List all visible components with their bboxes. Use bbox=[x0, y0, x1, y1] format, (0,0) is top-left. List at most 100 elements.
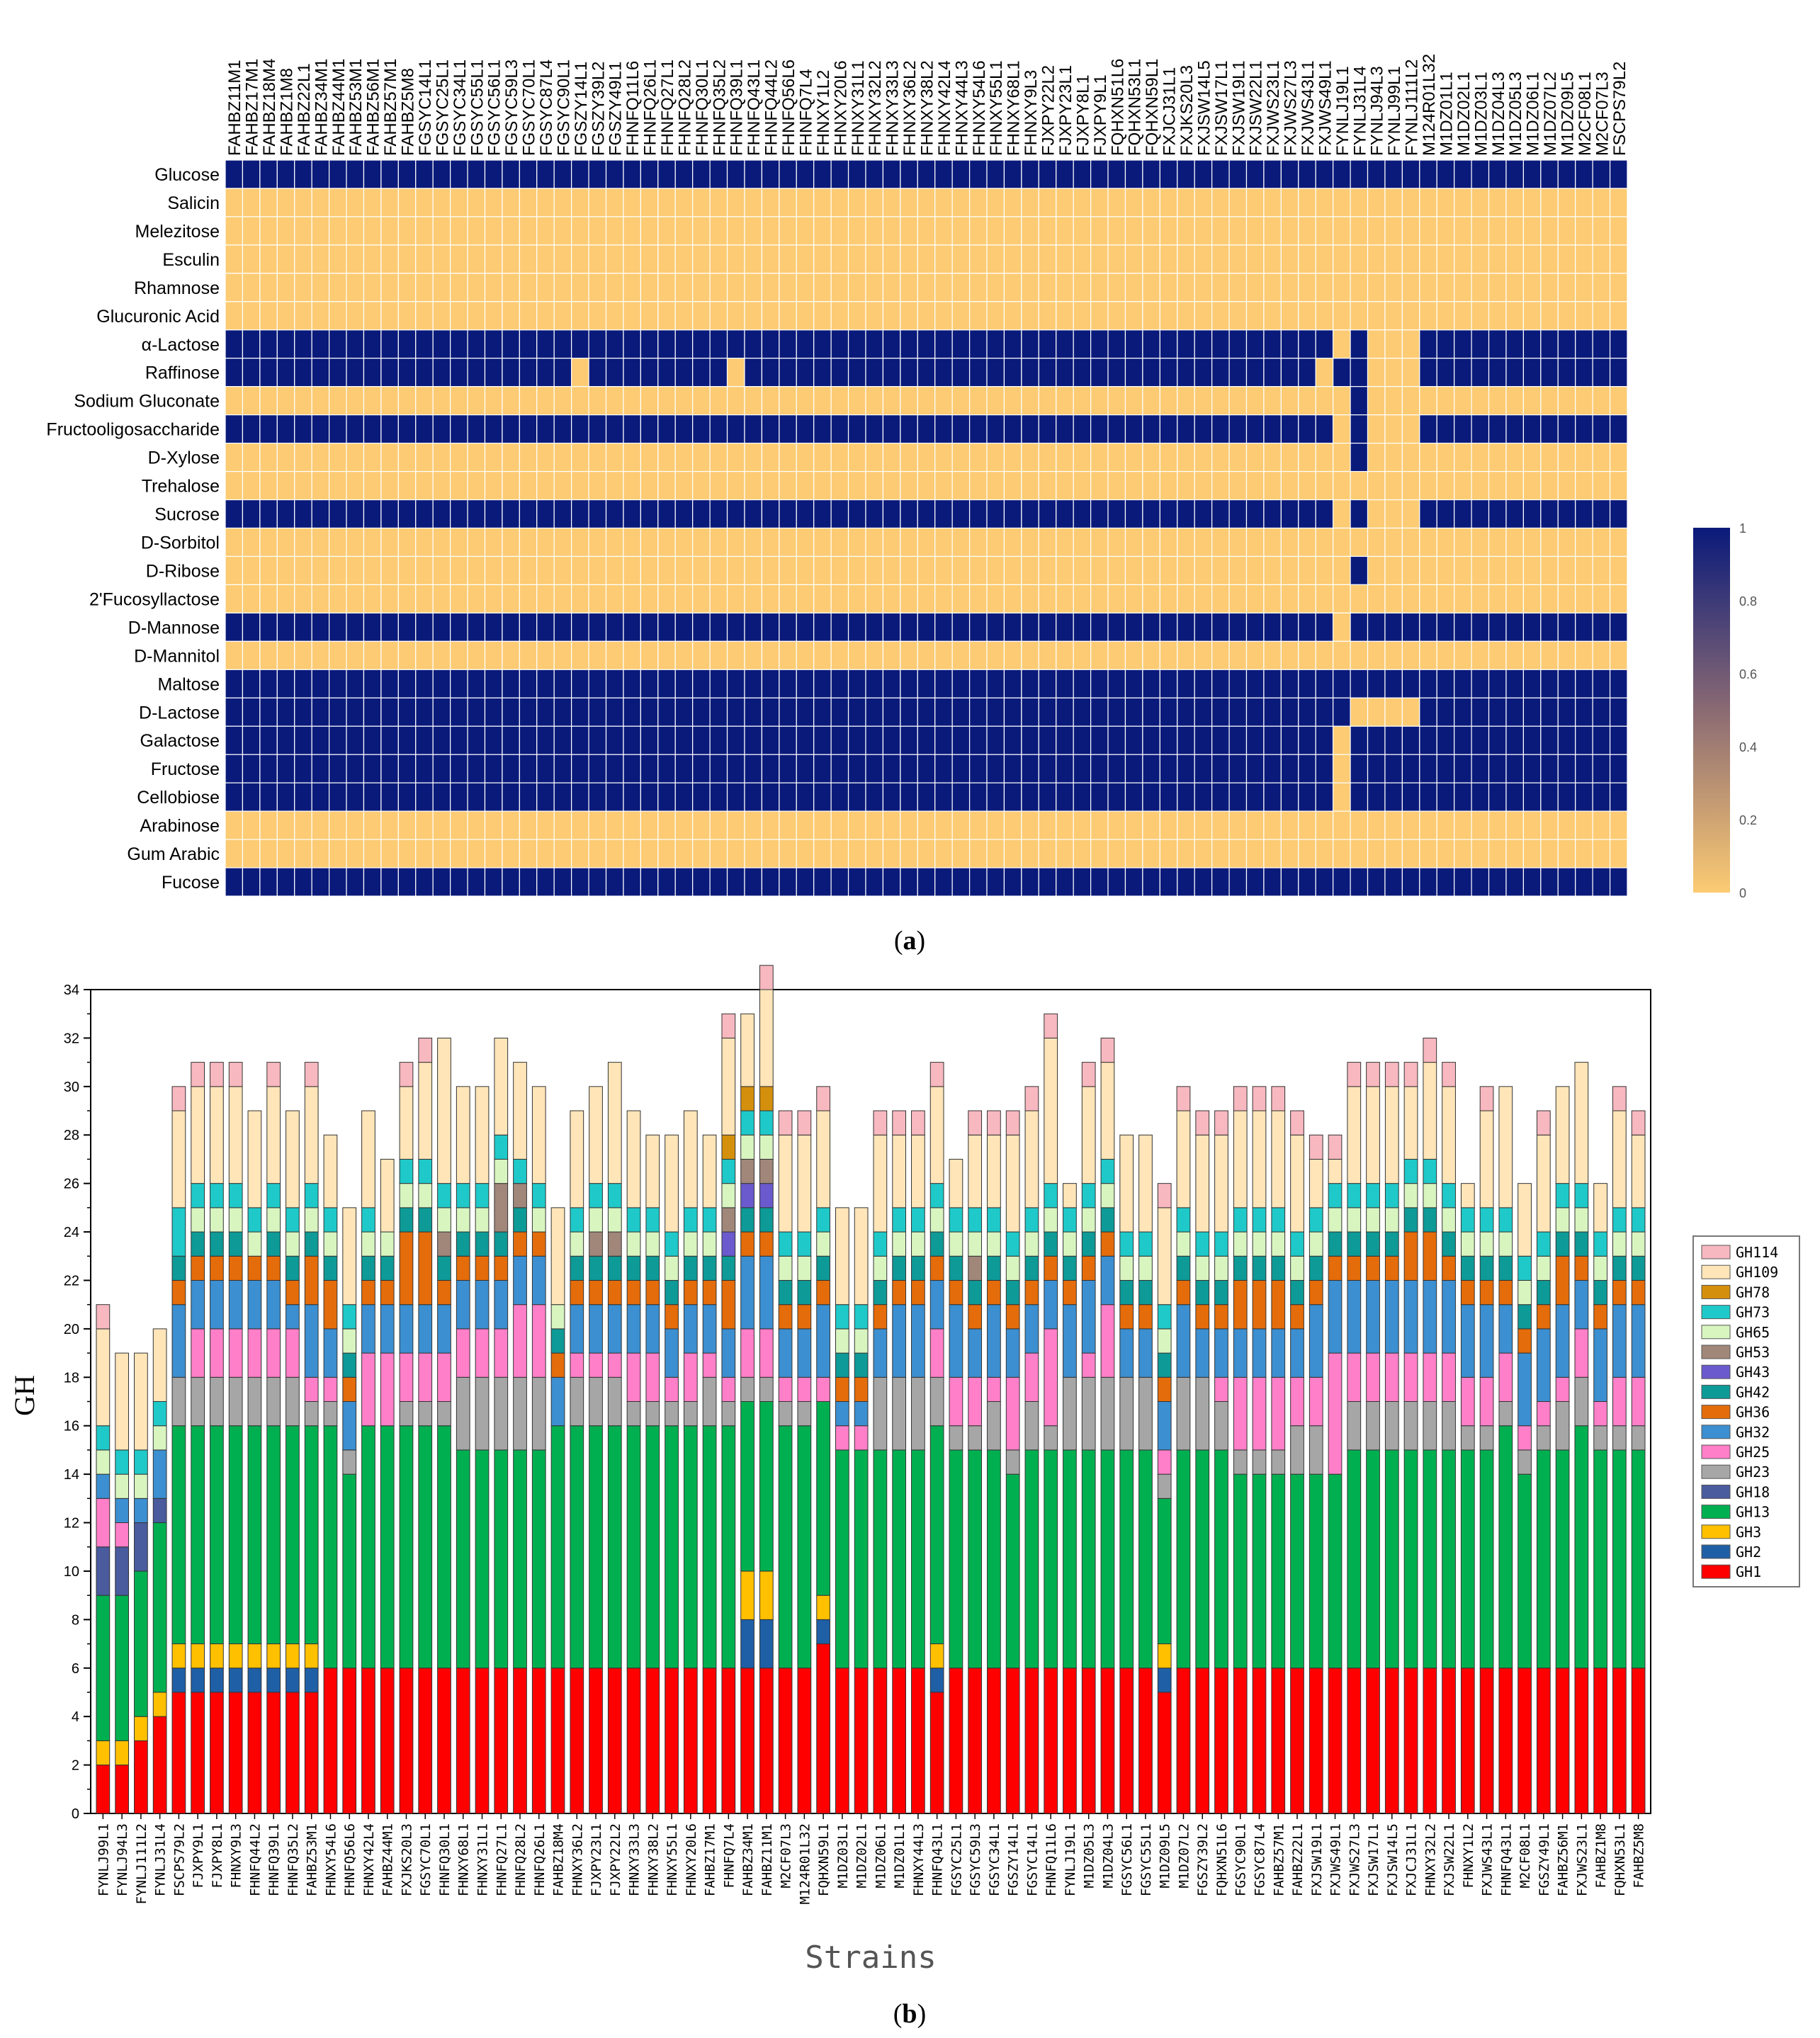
bar-x-label: FAHBZ5M8 bbox=[1632, 1823, 1647, 1889]
bar-segment-gh109 bbox=[835, 1207, 849, 1306]
heatmap-cell-d-xylose-fjxpy8l1 bbox=[1073, 443, 1092, 472]
bar-segment-gh36 bbox=[911, 1279, 925, 1306]
bar-segment-gh23 bbox=[1479, 1425, 1494, 1451]
heatmap-cell-d-ribose-fjxpy8l1 bbox=[1073, 555, 1092, 586]
bar-segment-gh1 bbox=[1214, 1668, 1228, 1814]
heatmap-cell-salicin-fhnfq27l1 bbox=[657, 188, 676, 217]
heatmap-cell-galactose-fhnxy32l2 bbox=[865, 725, 884, 755]
legend-item-gh23: GH23 bbox=[1701, 1464, 1770, 1481]
heatmap-cell-glucuronic-acid-fhnxy68l1 bbox=[1003, 301, 1022, 331]
heatmap-cell-d-mannose-fhnxy42l4 bbox=[934, 612, 953, 642]
heatmap-cell-cellobiose-fxjsw19l1 bbox=[1228, 782, 1248, 812]
bar-segment-gh42 bbox=[1517, 1304, 1532, 1330]
heatmap-cell-gum-arabic-m2cf07l3 bbox=[1592, 839, 1611, 868]
colorbar-tick-label: 0.2 bbox=[1739, 813, 1757, 827]
bar-segment-gh36 bbox=[228, 1255, 243, 1281]
heatmap-cell-maltose-fgsyc87l4 bbox=[536, 669, 555, 698]
heatmap-cell-glucose-fahbz22l1 bbox=[294, 159, 312, 189]
heatmap-cell-rhamnose-fhnxy36l2 bbox=[900, 273, 918, 302]
heatmap-cell-d-ribose-m1dz04l3 bbox=[1488, 555, 1507, 586]
bar-segment-gh65 bbox=[702, 1231, 717, 1257]
heatmap-cell-d-mannitol-fynlj19l1 bbox=[1333, 640, 1351, 670]
heatmap-cell-d-ribose-fgsyc25l1 bbox=[432, 555, 451, 586]
heatmap-cell-d-mannitol-fahbz57m1 bbox=[380, 640, 399, 670]
heatmap-cell-d-xylose-fhnxy31l1 bbox=[847, 443, 866, 472]
bar-segment-gh114 bbox=[1195, 1110, 1210, 1136]
bar-segment-gh36 bbox=[1195, 1304, 1210, 1330]
heatmap-cell-gum-arabic-fxjsw17l1 bbox=[1211, 839, 1230, 868]
heatmap-cell-cellobiose-fhnxy31l1 bbox=[847, 782, 866, 812]
bar-segment-gh42 bbox=[1423, 1207, 1437, 1233]
heatmap-cell-glucose-fqhxn59l1 bbox=[1142, 159, 1160, 189]
heatmap-cell-raffinose-fynlj19l1 bbox=[1333, 358, 1351, 387]
heatmap-cell-esculin-fhnfq35l2 bbox=[709, 244, 728, 274]
bar-segment-gh32 bbox=[456, 1279, 470, 1330]
heatmap-cell-arabinose-fahbz1m8 bbox=[276, 810, 295, 840]
heatmap-cell-fructose-fahbz34m1 bbox=[311, 754, 330, 783]
heatmap-cell-fructose-m1dz01l1 bbox=[1436, 754, 1455, 783]
bar-segment-gh109 bbox=[286, 1110, 300, 1208]
heatmap-x-label: FAHBZ17M1 bbox=[243, 59, 262, 156]
heatmap-cell-fructose-fynlj19l1 bbox=[1333, 754, 1351, 783]
heatmap-cell-salicin-fahbz34m1 bbox=[311, 188, 330, 217]
bar-segment-gh42 bbox=[740, 1207, 754, 1233]
heatmap-cell-rhamnose-m1dz04l3 bbox=[1488, 273, 1507, 302]
heatmap-cell-maltose-fhnxy36l2 bbox=[900, 669, 918, 698]
heatmap-cell-sucrose-m1dz04l3 bbox=[1488, 499, 1507, 529]
bar-segment-gh32 bbox=[1328, 1279, 1343, 1354]
bar-segment-gh42 bbox=[1119, 1279, 1134, 1306]
bar-segment-gh25 bbox=[1498, 1352, 1513, 1402]
bar-segment-gh109 bbox=[304, 1086, 319, 1184]
heatmap-cell-rhamnose-m2cf07l3 bbox=[1592, 273, 1611, 302]
bar-segment-gh23 bbox=[1423, 1401, 1437, 1451]
heatmap-cell-fructooligosaccharide-fynlj19l1 bbox=[1333, 414, 1351, 444]
heatmap-cell-fructooligosaccharide-fgsyc14l1 bbox=[415, 414, 434, 444]
bar-segment-gh73 bbox=[911, 1207, 925, 1233]
heatmap-cell-d-ribose-fqhxn51l6 bbox=[1107, 555, 1126, 586]
heatmap-cell-d-sorbitol-fgsyc55l1 bbox=[467, 527, 486, 557]
heatmap-cell-d-ribose-fxjws27l3 bbox=[1280, 555, 1299, 586]
heatmap-cell-glucuronic-acid-fhnxy32l2 bbox=[865, 301, 884, 331]
heatmap-cell-glucuronic-acid-fxjsw19l1 bbox=[1228, 301, 1248, 331]
heatmap-cell-galactose-fjxpy9l1 bbox=[1090, 725, 1109, 755]
heatmap-cell-sodium-gluconate-fxjws27l3 bbox=[1280, 386, 1299, 416]
bar-segment-gh42 bbox=[797, 1279, 812, 1306]
heatmap-cell-gum-arabic-fqhxn59l1 bbox=[1142, 839, 1160, 868]
heatmap-cell-fructooligosaccharide-fxjws49l1 bbox=[1315, 414, 1334, 444]
heatmap-cell-arabinose-fhnfq7l4 bbox=[796, 810, 815, 840]
bar-segment-gh23 bbox=[1498, 1401, 1513, 1427]
heatmap-cell-arabinose-fgsyc25l1 bbox=[432, 810, 451, 840]
heatmap-cell-d-xylose-fahbz18m4 bbox=[259, 443, 278, 472]
heatmap-cell-raffinose-fgsyc70l1 bbox=[519, 358, 538, 387]
heatmap-cell-raffinose-m1dz02l1 bbox=[1454, 358, 1472, 387]
heatmap-cell-d-lactose-fahbz17m1 bbox=[242, 697, 261, 727]
heatmap-cell-2-fucosyllactose-fynlj19l1 bbox=[1333, 584, 1351, 613]
bar-segment-gh23 bbox=[1347, 1401, 1362, 1451]
heatmap-cell-2-fucosyllactose-fhnfq44l2 bbox=[761, 584, 780, 613]
heatmap-cell-maltose-fahbz5m8 bbox=[397, 669, 417, 698]
heatmap-cell-raffinose-fhnxy54l6 bbox=[968, 358, 988, 387]
heatmap-cell-glucuronic-acid-fynlj111l2 bbox=[1401, 301, 1420, 331]
bar-segment-gh42 bbox=[304, 1231, 319, 1257]
heatmap-cell-sodium-gluconate-fgsyc25l1 bbox=[432, 386, 451, 416]
heatmap-x-label: FAHBZ44M1 bbox=[329, 59, 349, 156]
heatmap-cell-2-fucosyllactose-fahbz1m8 bbox=[276, 584, 295, 613]
bar-segment-gh25 bbox=[929, 1328, 944, 1378]
heatmap-cell-esculin-fhnfq26l1 bbox=[640, 244, 659, 274]
heatmap-cell-melezitose-fhnfq28l2 bbox=[674, 216, 694, 246]
bar-segment-gh65 bbox=[1479, 1231, 1494, 1257]
heatmap-cell-esculin-fhnfq39l1 bbox=[726, 244, 745, 274]
heatmap-cell-d-xylose-fhnxy68l1 bbox=[1003, 443, 1022, 472]
heatmap-cell-rhamnose-fahbz22l1 bbox=[294, 273, 312, 302]
heatmap-cell-trehalose-fgszy39l2 bbox=[588, 470, 607, 501]
heatmap-cell-maltose-fxjsw19l1 bbox=[1228, 669, 1248, 698]
heatmap-cell-d-ribose-fhnfq56l6 bbox=[779, 555, 797, 586]
bar-segment-gh114 bbox=[1536, 1110, 1551, 1136]
heatmap-cell-lactose-fjxpy22l2 bbox=[1038, 329, 1057, 359]
heatmap-cell-cellobiose-fahbz17m1 bbox=[242, 782, 261, 812]
heatmap-cell-fructose-fahbz56m1 bbox=[363, 754, 382, 783]
heatmap-cell-maltose-fgsyc70l1 bbox=[519, 669, 538, 698]
heatmap-cell-glucose-fahbz17m1 bbox=[242, 159, 261, 189]
heatmap-cell-galactose-fgsyc87l4 bbox=[536, 725, 555, 755]
heatmap-cell-d-lactose-m124r01l32 bbox=[1419, 697, 1437, 727]
